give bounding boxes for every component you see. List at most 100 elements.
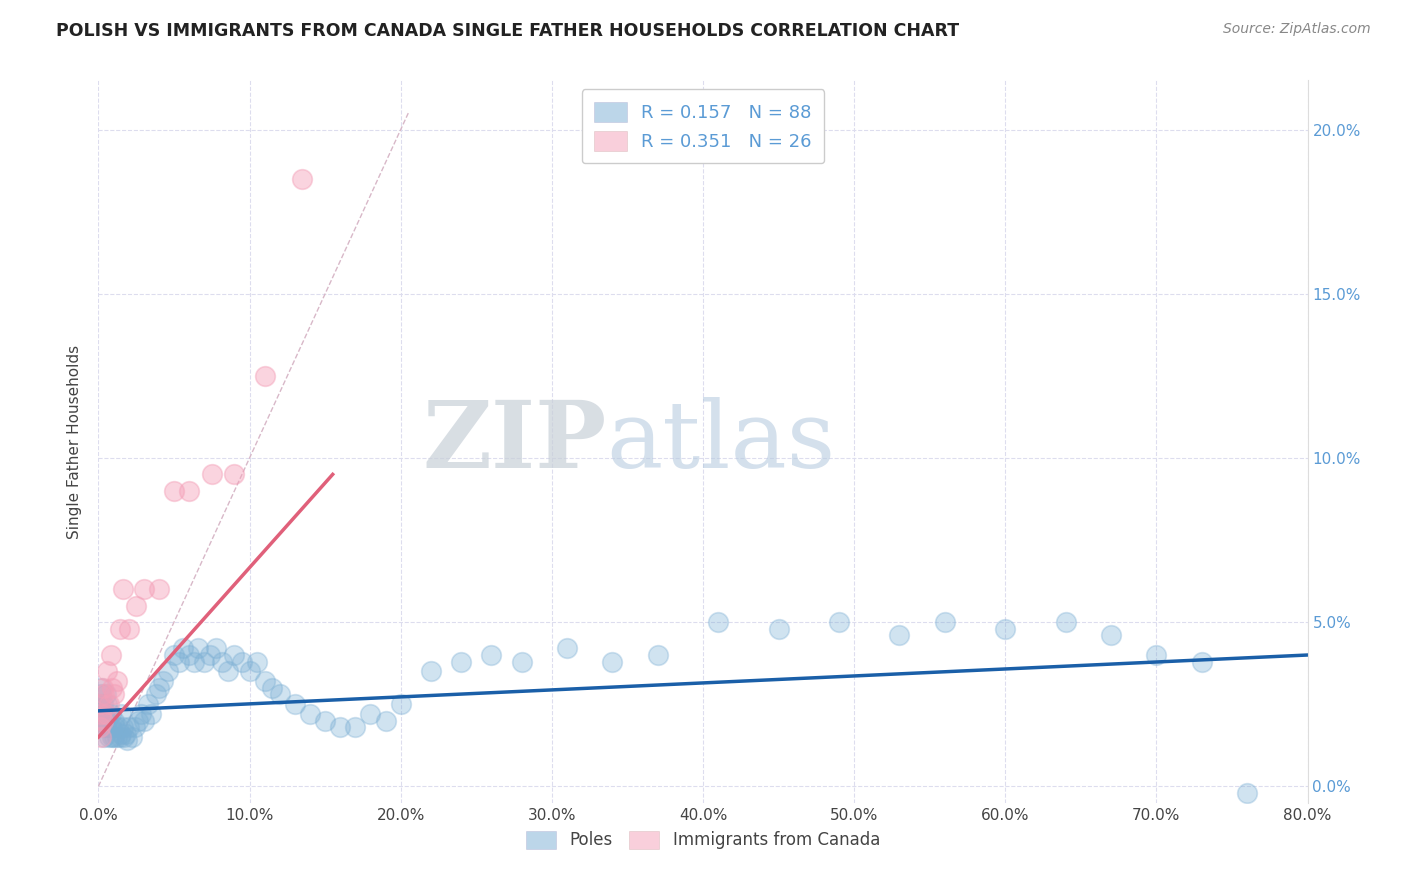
Point [127,714,149,728]
Point [90,681,112,695]
Point [200,648,222,662]
Point [115,733,138,747]
Point [93,730,115,744]
Text: ZIP: ZIP [422,397,606,486]
Point [152,674,174,689]
Text: Source: ZipAtlas.com: Source: ZipAtlas.com [1223,22,1371,37]
Point [91,714,114,728]
Point [179,648,201,662]
Point [114,727,136,741]
Point [118,720,141,734]
Point [148,582,170,597]
Point [156,665,179,679]
Point [1236,786,1258,800]
Point [101,730,124,744]
Point [163,483,186,498]
Point [360,707,382,722]
Point [934,615,956,630]
Point [299,707,322,722]
Point [224,467,246,482]
Point [291,171,314,186]
Point [172,641,194,656]
Point [450,655,472,669]
Point [103,714,125,728]
Point [389,698,412,712]
Point [93,687,115,701]
Point [231,655,253,669]
Point [96,714,118,728]
Point [94,707,117,722]
Point [205,641,228,656]
Point [555,641,578,656]
Point [96,698,118,712]
Point [105,730,128,744]
Point [110,727,132,741]
Point [103,687,125,701]
Point [90,730,112,744]
Legend: Poles, Immigrants from Canada: Poles, Immigrants from Canada [516,821,890,860]
Point [768,622,790,636]
Point [262,681,284,695]
Point [98,720,121,734]
Point [201,467,224,482]
Point [183,655,205,669]
Text: POLISH VS IMMIGRANTS FROM CANADA SINGLE FATHER HOUSEHOLDS CORRELATION CHART: POLISH VS IMMIGRANTS FROM CANADA SINGLE … [56,22,959,40]
Point [103,730,125,744]
Point [94,707,117,722]
Point [91,714,114,728]
Point [107,720,129,734]
Point [89,720,111,734]
Point [481,648,503,662]
Point [1099,628,1122,642]
Point [91,698,114,712]
Point [224,648,246,662]
Point [100,707,122,722]
Point [132,582,155,597]
Point [94,720,117,734]
Point [112,730,135,744]
Point [148,681,170,695]
Point [211,655,233,669]
Point [89,714,111,728]
Point [108,622,131,636]
Point [167,655,190,669]
Point [1144,648,1167,662]
Point [132,714,155,728]
Point [104,720,127,734]
Point [344,720,367,734]
Point [187,641,209,656]
Point [420,665,443,679]
Point [1054,615,1077,630]
Point [707,615,730,630]
Point [217,665,239,679]
Point [101,681,124,695]
Point [90,687,112,701]
Point [141,707,163,722]
Point [136,698,159,712]
Point [269,687,291,701]
Point [179,483,201,498]
Point [889,628,911,642]
Point [118,622,141,636]
Point [246,655,269,669]
Point [253,674,276,689]
Point [98,730,121,744]
Point [994,622,1017,636]
Point [91,681,114,695]
Point [193,655,215,669]
Point [1191,655,1213,669]
Point [239,665,262,679]
Point [108,730,131,744]
Point [89,698,111,712]
Point [100,720,122,734]
Point [93,707,115,722]
Text: atlas: atlas [606,397,835,486]
Point [163,648,186,662]
Y-axis label: Single Father Households: Single Father Households [67,344,83,539]
Point [374,714,396,728]
Point [111,720,134,734]
Point [90,707,112,722]
Point [100,648,122,662]
Point [253,368,276,383]
Point [124,720,146,734]
